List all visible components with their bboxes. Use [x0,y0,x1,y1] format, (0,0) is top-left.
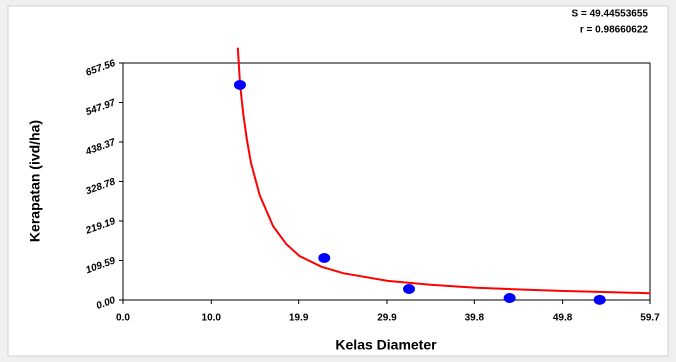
x-axis-label: Kelas Diameter [335,337,437,353]
x-tick-label: 59.7 [640,313,660,324]
annotation: S = 49.44553655 [572,9,649,20]
annotation: r = 0.98660622 [580,25,649,36]
x-tick-label: 39.8 [465,313,485,324]
data-point [503,293,516,304]
panel [7,5,669,357]
x-tick-label: 19.9 [289,313,309,324]
x-tick-label: 29.9 [377,313,397,324]
data-point [403,284,416,295]
x-tick-label: 10.0 [202,313,222,324]
data-point [318,253,331,264]
fit-curve [236,47,651,295]
y-axis-label: Kerapatan (ivd/ha) [27,120,43,242]
x-tick-label: 49.8 [553,313,573,324]
data-point [593,294,606,305]
data-point [233,79,246,90]
x-tick-label: 0.0 [116,313,130,324]
